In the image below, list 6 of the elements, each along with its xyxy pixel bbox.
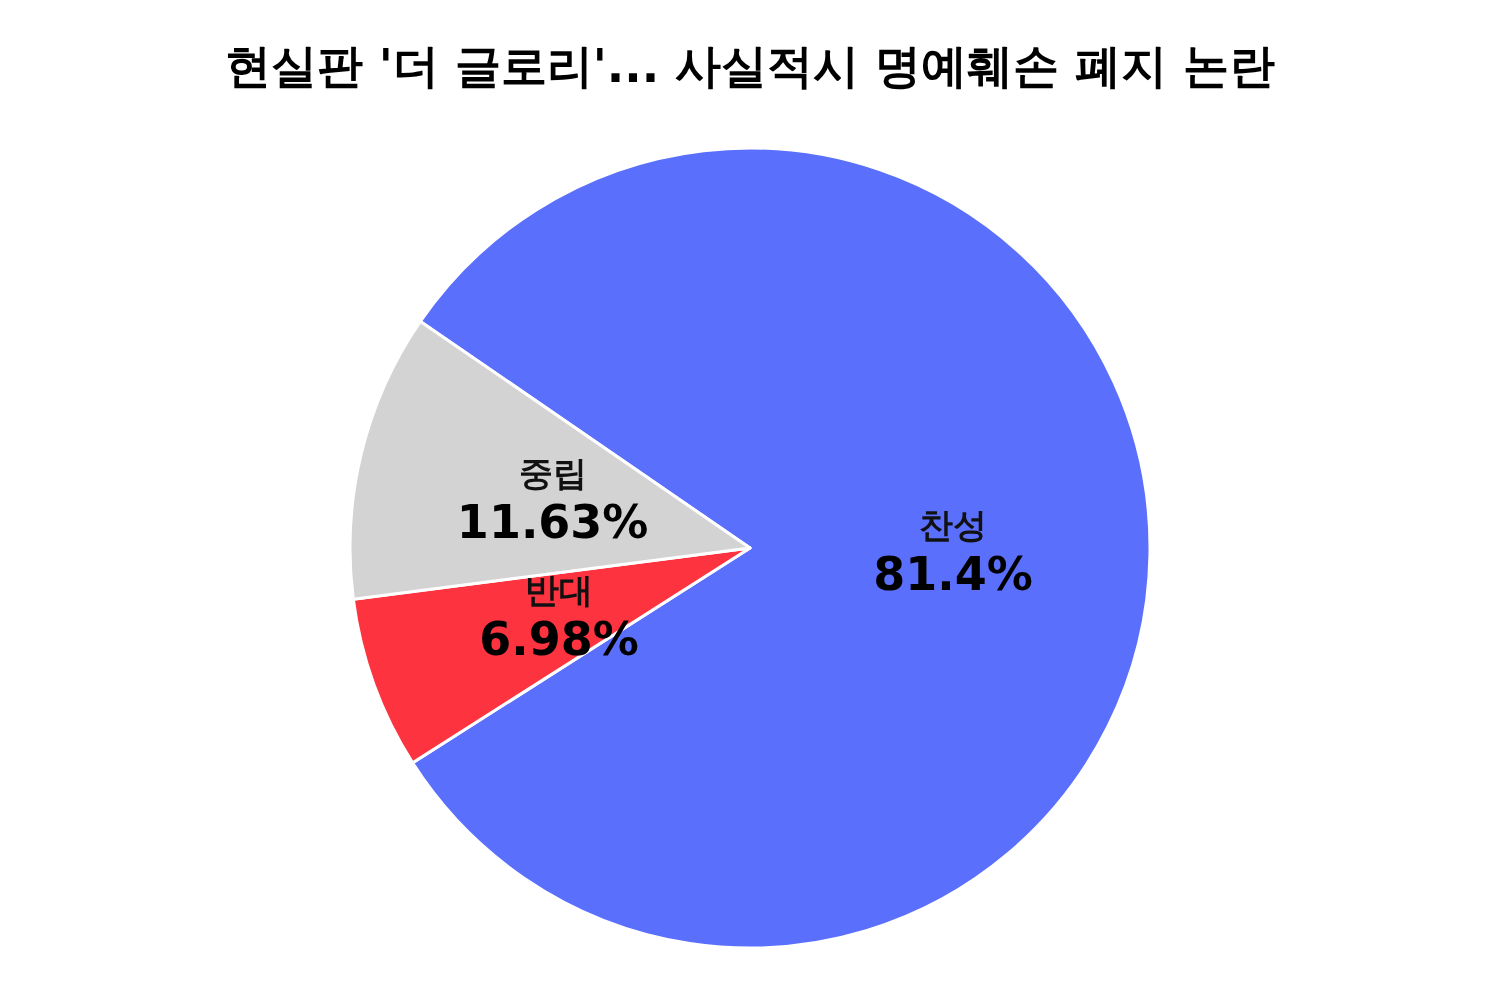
data-label: 11.63% bbox=[456, 495, 649, 550]
slice-label: 반대 bbox=[525, 570, 594, 611]
slice-label: 찬성 bbox=[918, 504, 987, 545]
data-label: 81.4% bbox=[873, 546, 1033, 601]
chart-title: 현실판 '더 글로리'... 사실적시 명예훼손 폐지 논란 bbox=[224, 39, 1276, 93]
slice-label: 중립 bbox=[518, 453, 587, 494]
